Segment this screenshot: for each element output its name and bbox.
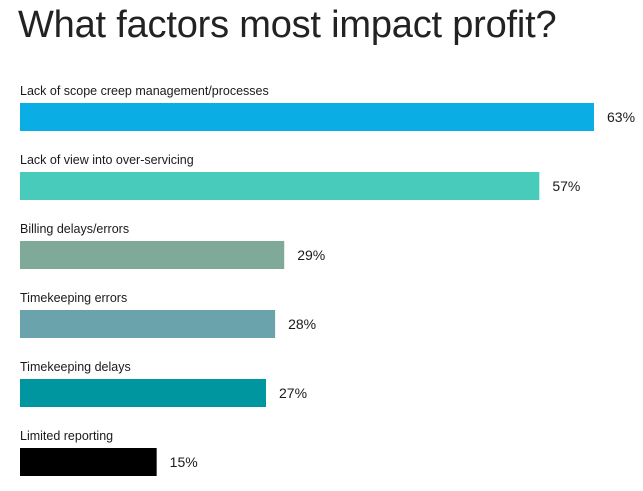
value-label: 57%	[552, 178, 580, 194]
bar	[20, 379, 266, 407]
category-label: Timekeeping delays	[20, 360, 131, 374]
bar	[20, 310, 276, 338]
category-label: Limited reporting	[20, 429, 113, 443]
value-label: 29%	[297, 247, 325, 263]
bar	[20, 448, 157, 476]
value-label: 63%	[607, 109, 635, 125]
value-label: 15%	[170, 454, 198, 470]
category-label: Lack of scope creep management/processes	[20, 84, 269, 98]
value-label: 28%	[288, 316, 316, 332]
chart-title: What factors most impact profit?	[18, 4, 557, 46]
bar	[20, 103, 594, 131]
bar	[20, 172, 540, 200]
bar	[20, 241, 285, 269]
value-label: 27%	[279, 385, 307, 401]
category-label: Lack of view into over-servicing	[20, 153, 194, 167]
category-label: Timekeeping errors	[20, 291, 127, 305]
category-label: Billing delays/errors	[20, 222, 129, 236]
